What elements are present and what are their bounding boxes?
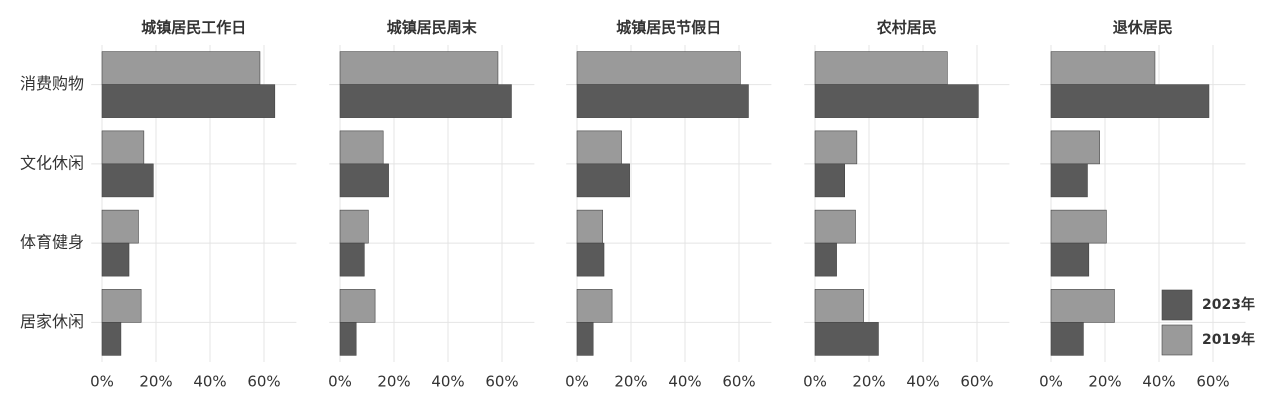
bar <box>1050 322 1084 356</box>
bar <box>576 51 741 85</box>
bar <box>339 130 384 165</box>
bar <box>1050 163 1088 198</box>
category-label: 文化休闲 <box>20 153 84 172</box>
bar <box>814 84 979 118</box>
x-tick-label: 60% <box>1196 373 1229 391</box>
x-tick-label: 40% <box>1142 373 1175 391</box>
x-tick-label: 40% <box>668 373 701 391</box>
panel-title: 城镇居民节假日 <box>616 19 721 37</box>
category-label: 消费购物 <box>20 74 84 93</box>
bar <box>101 242 130 277</box>
x-tick-label: 40% <box>193 373 226 391</box>
category-label: 居家休闲 <box>20 312 84 331</box>
bar <box>339 289 376 323</box>
legend-swatch <box>1161 289 1193 321</box>
bar <box>814 130 858 165</box>
bar <box>101 84 276 118</box>
bar <box>339 242 365 277</box>
bar <box>101 130 145 165</box>
bar <box>1050 242 1090 277</box>
bar <box>339 209 369 244</box>
bar <box>814 322 879 356</box>
panel-title: 城镇居民周末 <box>387 19 478 37</box>
x-tick-label: 20% <box>852 373 885 391</box>
x-tick-label: 0% <box>803 373 827 391</box>
bar <box>576 289 613 323</box>
panel-title: 城镇居民工作日 <box>141 19 246 37</box>
bar <box>576 84 749 118</box>
bar <box>576 209 603 244</box>
bar <box>814 242 837 277</box>
bar <box>339 163 389 198</box>
category-label: 体育健身 <box>20 233 84 252</box>
bar <box>814 51 948 85</box>
x-tick-label: 60% <box>722 373 755 391</box>
bar <box>576 130 622 165</box>
bar <box>814 163 846 198</box>
x-tick-label: 20% <box>614 373 647 391</box>
bar <box>101 51 261 85</box>
bar <box>101 289 142 323</box>
bar <box>576 242 605 277</box>
x-tick-label: 40% <box>906 373 939 391</box>
bar <box>1050 51 1156 85</box>
legend-label: 2023年 <box>1202 296 1255 313</box>
bar <box>101 163 154 198</box>
x-tick-label: 60% <box>960 373 993 391</box>
x-tick-label: 20% <box>1088 373 1121 391</box>
bar <box>576 163 630 198</box>
x-tick-label: 0% <box>90 373 114 391</box>
bar <box>101 209 139 244</box>
bar <box>339 322 357 356</box>
bar <box>1050 130 1100 165</box>
panel-title: 农村居民 <box>876 19 937 37</box>
x-tick-label: 0% <box>328 373 352 391</box>
bar <box>339 51 499 85</box>
bar <box>1050 84 1210 118</box>
x-tick-label: 60% <box>485 373 518 391</box>
legend-label: 2019年 <box>1202 331 1255 348</box>
x-tick-label: 60% <box>247 373 280 391</box>
legend-swatch <box>1161 324 1193 356</box>
bar <box>576 322 594 356</box>
bar <box>339 84 512 118</box>
bar <box>1050 209 1107 244</box>
bar <box>101 322 122 356</box>
bar <box>1050 289 1115 323</box>
x-tick-label: 20% <box>139 373 172 391</box>
x-tick-label: 0% <box>565 373 589 391</box>
bar <box>814 289 864 323</box>
bar <box>814 209 856 244</box>
panel-title: 退休居民 <box>1113 19 1173 37</box>
x-tick-label: 0% <box>1039 373 1063 391</box>
x-tick-label: 40% <box>431 373 464 391</box>
x-tick-label: 20% <box>377 373 410 391</box>
